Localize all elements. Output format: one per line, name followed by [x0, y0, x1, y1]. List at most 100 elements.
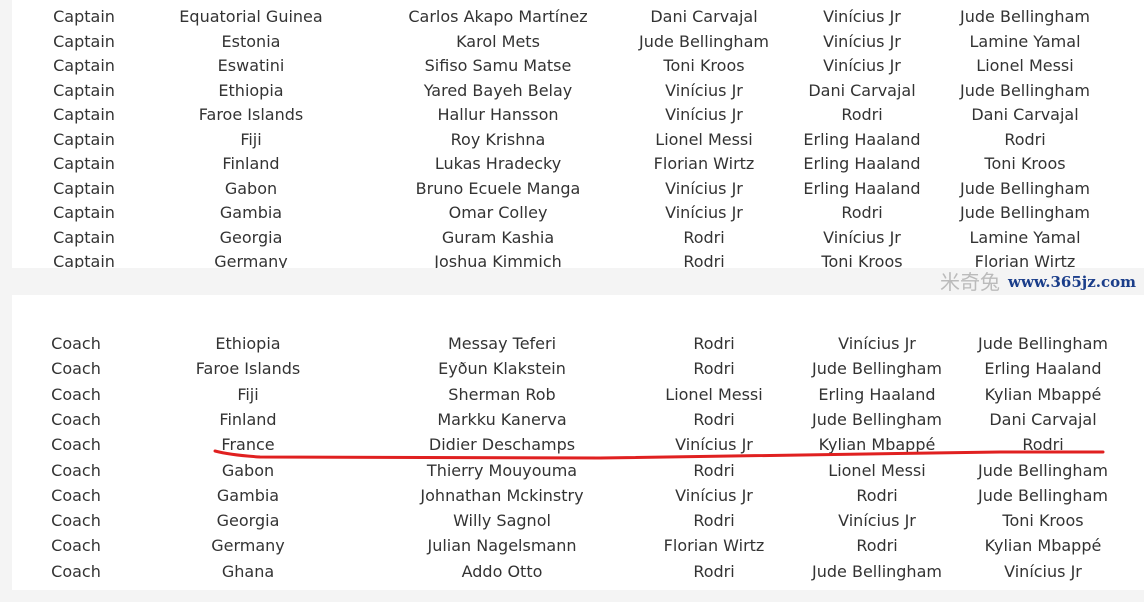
table-cell: Julian Nagelsmann [427, 536, 577, 556]
watermark: 米奇兔 www.365jz.com [940, 269, 1136, 295]
table-cell: Jude Bellingham [960, 178, 1090, 198]
table-cell: Vinícius Jr [665, 203, 743, 222]
table-cell: Florian Wirtz [974, 252, 1076, 268]
table-cell: Johnathan Mckinstry [420, 485, 584, 505]
table-cell: Addo Otto [461, 561, 543, 581]
watermark-logo: 米奇兔 [940, 270, 1001, 294]
table-cell: Dani Carvajal [971, 105, 1079, 124]
table-row: Captain Finland Lukas Hradecky Florian Wirt… [12, 153, 1144, 177]
table-cell: Erling Haaland [803, 154, 921, 173]
table-cell: Gabon [221, 460, 275, 480]
table-row: Captain Georgia Guram Kashia Rodri Vinícius … [12, 227, 1144, 251]
table-row: Captain Eswatini Sifiso Samu Matse Toni Kro… [12, 55, 1144, 79]
table-cell: Jude Bellingham [639, 31, 769, 51]
table-cell: Finland [222, 154, 280, 173]
table-cell: Sifiso Samu Matse [424, 56, 572, 75]
table-cell: Rodri [683, 252, 725, 268]
table-cell: Jude Bellingham [978, 485, 1108, 505]
table-cell: Dani Carvajal [989, 409, 1097, 429]
table-cell: Rodri [841, 203, 883, 222]
table-cell: Coach [51, 460, 101, 480]
table-cell: Florian Wirtz [663, 536, 765, 556]
table-cell: Eyðun Klakstein [438, 359, 566, 379]
coach-votes-table: Coach Ethiopia Messay Teferi Rodri Vinícius … [12, 295, 1144, 590]
table-cell: Vinícius Jr [665, 105, 743, 124]
table-cell: Lionel Messi [665, 384, 763, 404]
table-cell: Germany [211, 536, 285, 556]
table-cell: Toni Kroos [1002, 511, 1084, 531]
table-cell: Coach [51, 359, 101, 379]
table-cell: Ethiopia [215, 334, 281, 353]
table-cell: Coach [51, 536, 101, 556]
table-cell: Vinícius Jr [823, 227, 901, 247]
table-cell: Rodri [856, 485, 898, 505]
table-cell: Lukas Hradecky [434, 154, 562, 173]
table-row: Captain Ethiopia Yared Bayeh Belay Vinícius… [12, 80, 1144, 104]
table-cell: Erling Haaland [803, 178, 921, 198]
table-cell: Kylian Mbappé [984, 384, 1102, 404]
table-cell: Erling Haaland [818, 384, 936, 404]
table-cell: Coach [51, 409, 101, 429]
table-cell: Vinícius Jr [823, 56, 901, 75]
table-cell: Georgia [219, 227, 283, 247]
table-cell: Vinícius Jr [838, 334, 916, 353]
table-cell: Ghana [221, 561, 275, 581]
table-cell: Toni Kroos [821, 252, 903, 268]
table-cell: Jude Bellingham [960, 203, 1090, 222]
table-cell: Captain [53, 80, 115, 100]
table-cell: Equatorial Guinea [179, 7, 323, 26]
captain-votes-table: Captain Equatorial Guinea Carlos Akapo Mar… [12, 0, 1144, 268]
table-cell: Captain [53, 252, 115, 268]
table-cell: Rodri [1022, 435, 1064, 455]
table-cell: Rodri [693, 409, 735, 429]
table-row: Coach Gabon Thierry Mouyouma Rodri Lionel Me… [12, 460, 1144, 484]
table-cell: Rodri [693, 511, 735, 531]
table-cell: Vinícius Jr [665, 178, 743, 198]
table-cell: Jude Bellingham [812, 409, 942, 429]
table-cell: Vinícius Jr [823, 31, 901, 51]
table-cell: Guram Kashia [441, 227, 555, 247]
table-cell: Coach [51, 485, 101, 505]
table-row: Captain Fiji Roy Krishna Lionel Messi Erling… [12, 129, 1144, 153]
table-cell: Vinícius Jr [838, 511, 916, 531]
table-cell: Kylian Mbappé [984, 536, 1102, 556]
table-row: Coach Georgia Willy Sagnol Rodri Vinícius Jr… [12, 510, 1144, 534]
table-cell: Captain [53, 227, 115, 247]
table-cell: Jude Bellingham [812, 359, 942, 379]
table-cell: Jude Bellingham [812, 561, 942, 581]
table-row: Coach Germany Julian Nagelsmann Florian Wir… [12, 535, 1144, 559]
table-row: Captain Gabon Bruno Ecuele Manga Vinícius J… [12, 178, 1144, 202]
table-cell: Dani Carvajal [650, 7, 758, 26]
table-cell: Lamine Yamal [969, 227, 1081, 247]
table-cell: Captain [53, 178, 115, 198]
table-cell: Ethiopia [218, 80, 284, 100]
table-cell: Captain [53, 154, 115, 173]
table-cell: Fiji [237, 384, 259, 404]
table-cell: Coach [51, 511, 101, 531]
table-cell: Coach [51, 561, 101, 581]
table-cell: Rodri [693, 561, 735, 581]
table-row: Captain Germany Joshua Kimmich Rodri Toni Kr… [12, 251, 1144, 268]
table-row: Coach Faroe Islands Eyðun Klakstein Rodri Ju… [12, 358, 1144, 382]
table-cell: Lamine Yamal [969, 31, 1081, 51]
table-cell: Vinícius Jr [675, 485, 753, 505]
table-row: Coach Fiji Sherman Rob Lionel Messi Erling H… [12, 384, 1144, 408]
table-cell: Georgia [216, 511, 280, 531]
table-row: Captain Equatorial Guinea Carlos Akapo Mar… [12, 6, 1144, 30]
table-cell: Jude Bellingham [960, 80, 1090, 100]
table-row: Captain Gambia Omar Colley Vinícius Jr Rodri… [12, 202, 1144, 226]
table-cell: Coach [51, 384, 101, 404]
table-cell: Willy Sagnol [453, 511, 551, 531]
table-cell: Coach [51, 435, 101, 455]
table-cell: Eswatini [217, 56, 285, 75]
table-cell: Fiji [240, 129, 262, 149]
table-cell: Rodri [841, 105, 883, 124]
table-cell: Gambia [216, 485, 280, 505]
table-cell: Sherman Rob [448, 384, 556, 404]
table-row: Captain Estonia Karol Mets Jude Bellingham V… [12, 31, 1144, 55]
table-cell: Carlos Akapo Martínez [408, 7, 588, 26]
table-cell: Captain [53, 56, 115, 75]
table-cell: Lionel Messi [655, 129, 753, 149]
table-cell: Hallur Hansson [437, 105, 559, 124]
table-cell: Messay Teferi [447, 334, 557, 353]
